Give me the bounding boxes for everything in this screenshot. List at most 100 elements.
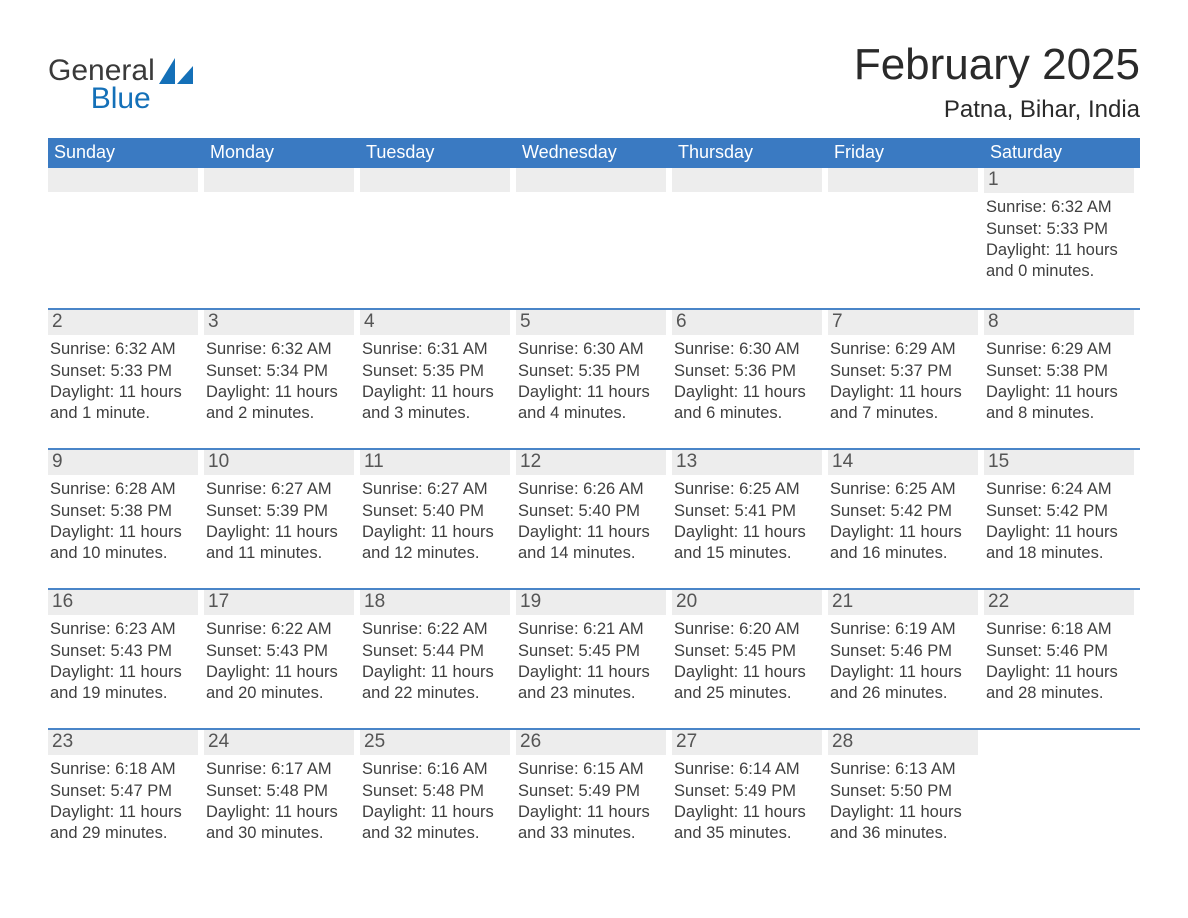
calendar-cell: 9 Sunrise: 6:28 AMSunset: 5:38 PMDaylight… [48,450,204,588]
daylight-line: Daylight: 11 hours and 14 minutes. [518,522,666,563]
daylight-line: Daylight: 11 hours and 18 minutes. [986,522,1134,563]
day-number: 24 [204,730,354,755]
sunrise-line: Sunrise: 6:18 AM [50,759,198,780]
calendar-cell: 17 Sunrise: 6:22 AMSunset: 5:43 PMDayligh… [204,590,360,728]
sunrise-line: Sunrise: 6:25 AM [830,479,978,500]
calendar-cell: 28 Sunrise: 6:13 AMSunset: 5:50 PMDayligh… [828,730,984,868]
day-number: 16 [48,590,198,615]
calendar-cell-empty [984,730,1140,868]
sunset-line: Sunset: 5:34 PM [206,361,354,382]
day-body: Sunrise: 6:14 AMSunset: 5:49 PMDaylight:… [672,759,822,844]
day-number: 13 [672,450,822,475]
calendar-cell: 20Sunrise: 6:20 AMSunset: 5:45 PMDayligh… [672,590,828,728]
day-body: Sunrise: 6:15 AMSunset: 5:49 PMDaylight:… [516,759,666,844]
day-number: 28 [828,730,978,755]
sunrise-line: Sunrise: 6:15 AM [518,759,666,780]
day-number [48,168,198,192]
day-number: 21 [828,590,978,615]
daylight-line: Daylight: 11 hours and 0 minutes. [986,240,1134,281]
day-header: Wednesday [516,138,672,168]
sunset-line: Sunset: 5:49 PM [518,781,666,802]
day-body: Sunrise: 6:13 AMSunset: 5:50 PMDaylight:… [828,759,978,844]
day-body: Sunrise: 6:24 AMSunset: 5:42 PMDaylight:… [984,479,1134,564]
sunset-line: Sunset: 5:49 PM [674,781,822,802]
day-number: 23 [48,730,198,755]
day-body: Sunrise: 6:25 AMSunset: 5:42 PMDaylight:… [828,479,978,564]
sunset-line: Sunset: 5:43 PM [206,641,354,662]
sunrise-line: Sunrise: 6:24 AM [986,479,1134,500]
sunrise-line: Sunrise: 6:21 AM [518,619,666,640]
sunset-line: Sunset: 5:40 PM [518,501,666,522]
sunrise-line: Sunrise: 6:22 AM [206,619,354,640]
title-block: February 2025 Patna, Bihar, India [854,40,1140,130]
calendar-cell-empty [672,168,828,308]
sunrise-line: Sunrise: 6:30 AM [674,339,822,360]
sunset-line: Sunset: 5:43 PM [50,641,198,662]
day-body: Sunrise: 6:16 AMSunset: 5:48 PMDaylight:… [360,759,510,844]
day-body: Sunrise: 6:27 AMSunset: 5:40 PMDaylight:… [360,479,510,564]
day-header: Monday [204,138,360,168]
calendar-cell-empty [48,168,204,308]
sunrise-line: Sunrise: 6:19 AM [830,619,978,640]
day-body: Sunrise: 6:18 AMSunset: 5:47 PMDaylight:… [48,759,198,844]
day-body: Sunrise: 6:27 AMSunset: 5:39 PMDaylight:… [204,479,354,564]
sunrise-line: Sunrise: 6:30 AM [518,339,666,360]
calendar-cell: 22Sunrise: 6:18 AMSunset: 5:46 PMDayligh… [984,590,1140,728]
calendar-cell: 21 Sunrise: 6:19 AMSunset: 5:46 PMDayligh… [828,590,984,728]
sunrise-line: Sunrise: 6:29 AM [986,339,1134,360]
day-header: Friday [828,138,984,168]
day-body: Sunrise: 6:22 AMSunset: 5:43 PMDaylight:… [204,619,354,704]
sunset-line: Sunset: 5:50 PM [830,781,978,802]
day-body: Sunrise: 6:19 AMSunset: 5:46 PMDaylight:… [828,619,978,704]
sunset-line: Sunset: 5:44 PM [362,641,510,662]
day-body: Sunrise: 6:32 AMSunset: 5:33 PMDaylight:… [48,339,198,424]
daylight-line: Daylight: 11 hours and 25 minutes. [674,662,822,703]
calendar-cell: 13 Sunrise: 6:25 AMSunset: 5:41 PMDayligh… [672,450,828,588]
day-number: 5 [516,310,666,335]
calendar-cell-empty [516,168,672,308]
day-number: 9 [48,450,198,475]
daylight-line: Daylight: 11 hours and 15 minutes. [674,522,822,563]
day-number: 27 [672,730,822,755]
sunrise-line: Sunrise: 6:23 AM [50,619,198,640]
day-body: Sunrise: 6:30 AMSunset: 5:36 PMDaylight:… [672,339,822,424]
calendar: SundayMondayTuesdayWednesdayThursdayFrid… [48,138,1140,868]
day-body: Sunrise: 6:23 AMSunset: 5:43 PMDaylight:… [48,619,198,704]
day-number: 20 [672,590,822,615]
daylight-line: Daylight: 11 hours and 4 minutes. [518,382,666,423]
day-body: Sunrise: 6:30 AMSunset: 5:35 PMDaylight:… [516,339,666,424]
daylight-line: Daylight: 11 hours and 29 minutes. [50,802,198,843]
sunset-line: Sunset: 5:46 PM [986,641,1134,662]
day-number: 1 [984,168,1134,193]
day-number: 17 [204,590,354,615]
day-number [672,168,822,192]
calendar-cell: 1Sunrise: 6:32 AMSunset: 5:33 PMDaylight… [984,168,1140,308]
day-number: 6 [672,310,822,335]
sunrise-line: Sunrise: 6:27 AM [362,479,510,500]
day-body: Sunrise: 6:28 AMSunset: 5:38 PMDaylight:… [48,479,198,564]
calendar-cell-empty [828,168,984,308]
calendar-cell: 7Sunrise: 6:29 AMSunset: 5:37 PMDaylight… [828,310,984,448]
daylight-line: Daylight: 11 hours and 1 minute. [50,382,198,423]
day-number: 25 [360,730,510,755]
day-header: Tuesday [360,138,516,168]
day-number [360,168,510,192]
sunset-line: Sunset: 5:35 PM [518,361,666,382]
calendar-cell: 26Sunrise: 6:15 AMSunset: 5:49 PMDayligh… [516,730,672,868]
day-header: Saturday [984,138,1140,168]
calendar-cell: 10 Sunrise: 6:27 AMSunset: 5:39 PMDayligh… [204,450,360,588]
daylight-line: Daylight: 11 hours and 30 minutes. [206,802,354,843]
daylight-line: Daylight: 11 hours and 6 minutes. [674,382,822,423]
day-body: Sunrise: 6:26 AMSunset: 5:40 PMDaylight:… [516,479,666,564]
day-number: 8 [984,310,1134,335]
sunrise-line: Sunrise: 6:13 AM [830,759,978,780]
day-number: 4 [360,310,510,335]
day-number: 10 [204,450,354,475]
sunset-line: Sunset: 5:38 PM [986,361,1134,382]
day-body: Sunrise: 6:29 AMSunset: 5:37 PMDaylight:… [828,339,978,424]
day-body: Sunrise: 6:25 AMSunset: 5:41 PMDaylight:… [672,479,822,564]
sunrise-line: Sunrise: 6:18 AM [986,619,1134,640]
sunrise-line: Sunrise: 6:26 AM [518,479,666,500]
day-number: 11 [360,450,510,475]
daylight-line: Daylight: 11 hours and 12 minutes. [362,522,510,563]
